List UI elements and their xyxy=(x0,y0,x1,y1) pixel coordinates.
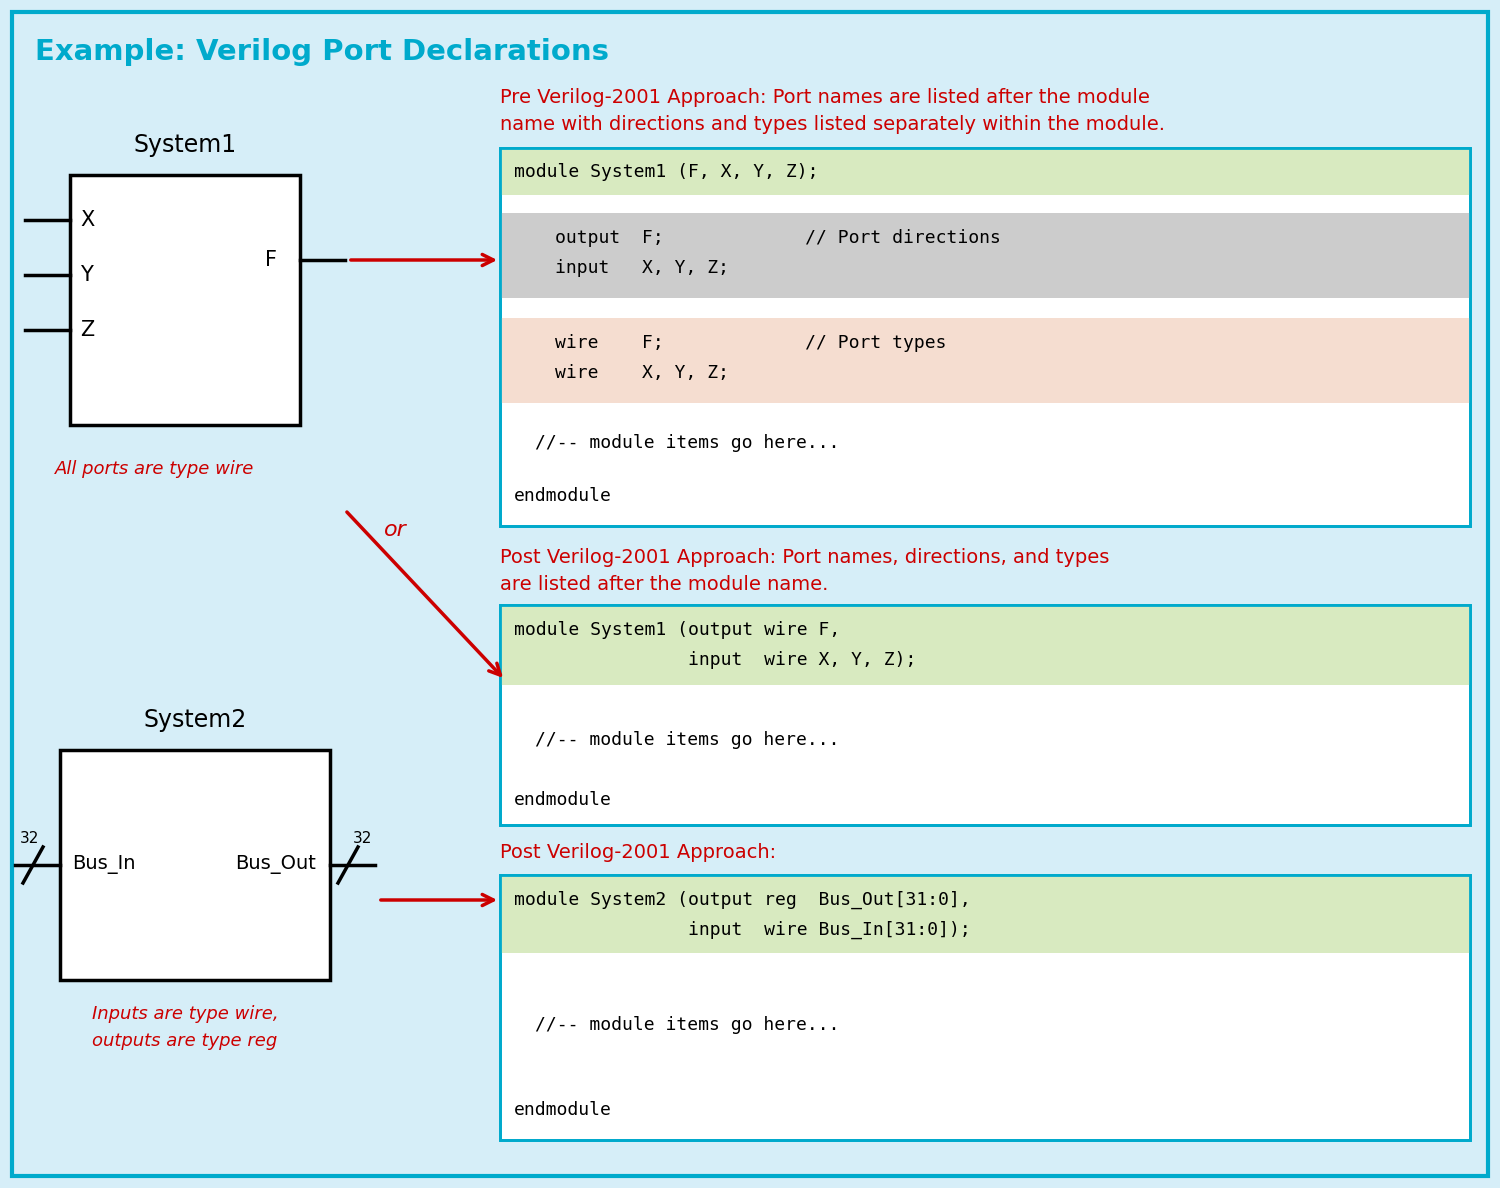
Text: //-- module items go here...: //-- module items go here... xyxy=(536,434,840,451)
Text: module System1 (F, X, Y, Z);: module System1 (F, X, Y, Z); xyxy=(514,163,819,181)
Text: endmodule: endmodule xyxy=(514,487,612,505)
Text: input  wire Bus_In[31:0]);: input wire Bus_In[31:0]); xyxy=(514,921,970,940)
Text: name with directions and types listed separately within the module.: name with directions and types listed se… xyxy=(500,115,1166,134)
Text: //-- module items go here...: //-- module items go here... xyxy=(536,731,840,748)
Text: X: X xyxy=(80,210,94,230)
Bar xyxy=(500,148,1470,526)
Text: All ports are type wire: All ports are type wire xyxy=(56,460,255,478)
Text: input   X, Y, Z;: input X, Y, Z; xyxy=(555,259,729,277)
Bar xyxy=(500,876,1470,1140)
Bar xyxy=(500,605,1470,824)
Text: Bus_Out: Bus_Out xyxy=(236,855,316,874)
Text: output  F;             // Port directions: output F; // Port directions xyxy=(555,229,1000,247)
Text: Inputs are type wire,: Inputs are type wire, xyxy=(92,1005,279,1023)
Text: or: or xyxy=(384,520,406,541)
Text: Y: Y xyxy=(80,265,93,285)
Text: endmodule: endmodule xyxy=(514,791,612,809)
Bar xyxy=(70,175,300,425)
Text: module System1 (output wire F,: module System1 (output wire F, xyxy=(514,621,840,639)
Text: F: F xyxy=(266,249,278,270)
Text: module System2 (output reg  Bus_Out[31:0],: module System2 (output reg Bus_Out[31:0]… xyxy=(514,891,970,909)
Text: wire    X, Y, Z;: wire X, Y, Z; xyxy=(555,364,729,383)
Bar xyxy=(500,213,1470,298)
Text: Example: Verilog Port Declarations: Example: Verilog Port Declarations xyxy=(34,38,609,67)
Text: Bus_In: Bus_In xyxy=(72,855,135,874)
Text: System2: System2 xyxy=(144,708,246,732)
Text: are listed after the module name.: are listed after the module name. xyxy=(500,575,828,594)
Bar xyxy=(500,605,1470,685)
Text: Post Verilog-2001 Approach: Port names, directions, and types: Post Verilog-2001 Approach: Port names, … xyxy=(500,548,1110,567)
Text: endmodule: endmodule xyxy=(514,1101,612,1119)
Text: input  wire X, Y, Z);: input wire X, Y, Z); xyxy=(514,651,916,669)
Text: 32: 32 xyxy=(352,830,372,846)
Text: 32: 32 xyxy=(20,830,39,846)
Bar xyxy=(500,876,1470,953)
Bar xyxy=(500,605,1470,824)
Text: Post Verilog-2001 Approach:: Post Verilog-2001 Approach: xyxy=(500,843,776,862)
Bar xyxy=(500,148,1470,526)
Text: //-- module items go here...: //-- module items go here... xyxy=(536,1016,840,1034)
Bar xyxy=(500,318,1470,403)
Text: Pre Verilog-2001 Approach: Port names are listed after the module: Pre Verilog-2001 Approach: Port names ar… xyxy=(500,88,1150,107)
Text: Z: Z xyxy=(80,320,94,340)
Bar xyxy=(500,876,1470,1140)
Bar xyxy=(500,148,1470,195)
Text: wire    F;             // Port types: wire F; // Port types xyxy=(555,334,946,352)
Text: outputs are type reg: outputs are type reg xyxy=(93,1032,278,1050)
Bar xyxy=(60,750,330,980)
Text: System1: System1 xyxy=(134,133,237,157)
